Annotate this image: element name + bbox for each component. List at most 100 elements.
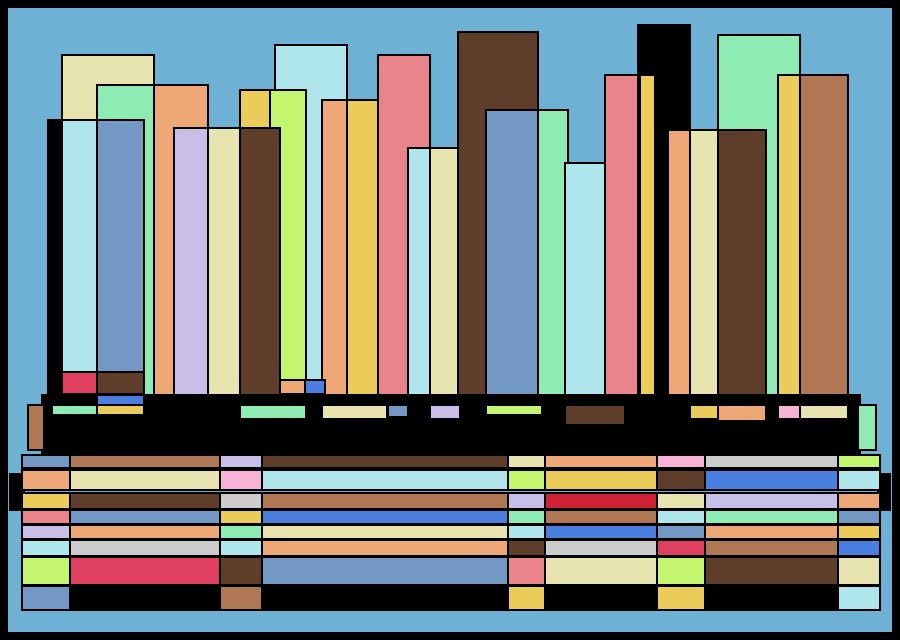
- stripe: [261, 469, 509, 491]
- stripes: [21, 454, 881, 611]
- stripe: [507, 509, 546, 525]
- stripe: [21, 454, 71, 469]
- stripe: [261, 556, 509, 586]
- stripe: [21, 509, 71, 525]
- stripe: [704, 509, 839, 525]
- tower: [239, 127, 281, 399]
- stripe: [837, 539, 881, 557]
- strip: [564, 404, 626, 426]
- stripe: [544, 585, 658, 611]
- tower: [429, 147, 461, 411]
- stripe: [656, 539, 706, 557]
- stripe: [261, 492, 509, 510]
- strip: [304, 379, 326, 395]
- stripe: [704, 585, 839, 611]
- stripe: [656, 509, 706, 525]
- stripe: [69, 469, 221, 491]
- stripe: [507, 454, 546, 469]
- stripe: [507, 556, 546, 586]
- stripe: [544, 509, 658, 525]
- top-strips: [51, 371, 849, 426]
- stripe: [219, 454, 263, 469]
- stripe: [219, 509, 263, 525]
- stripe: [544, 469, 658, 491]
- stripe: [656, 469, 706, 491]
- stripe: [219, 469, 263, 491]
- strip: [96, 371, 145, 395]
- stripe: [261, 454, 509, 469]
- tower: [537, 109, 569, 406]
- strip: [321, 404, 388, 420]
- tower: [689, 129, 721, 406]
- stripe: [219, 556, 263, 586]
- stripe: [507, 492, 546, 510]
- strip: [777, 404, 801, 420]
- stripe: [219, 539, 263, 557]
- stripe: [21, 539, 71, 557]
- strip: [485, 404, 543, 416]
- stripe: [69, 492, 221, 510]
- stripe: [656, 556, 706, 586]
- tower: [173, 127, 210, 409]
- stripe: [656, 585, 706, 611]
- stripe: [544, 492, 658, 510]
- stripe: [261, 585, 509, 611]
- strip: [689, 404, 721, 420]
- strip: [387, 404, 409, 418]
- stripe: [704, 454, 839, 469]
- side-block: [27, 404, 45, 451]
- stripe: [704, 539, 839, 557]
- towers: [47, 24, 849, 426]
- strip: [799, 404, 849, 420]
- stripe: [837, 509, 881, 525]
- stripe: [219, 492, 263, 510]
- strip: [279, 379, 306, 395]
- stripe: [507, 524, 546, 540]
- stripe: [507, 539, 546, 557]
- stripe: [69, 524, 221, 540]
- stripe: [69, 509, 221, 525]
- strip: [717, 404, 767, 422]
- stripe: [219, 585, 263, 611]
- stripe: [837, 524, 881, 540]
- tower: [96, 119, 145, 401]
- tower: [604, 74, 641, 406]
- stripe: [656, 492, 706, 510]
- tower: [799, 74, 849, 406]
- stripe: [219, 524, 263, 540]
- stripe: [704, 556, 839, 586]
- strip: [51, 404, 98, 416]
- stripe: [656, 454, 706, 469]
- strip: [429, 404, 461, 420]
- stripe: [704, 469, 839, 491]
- stripe: [261, 524, 509, 540]
- strip: [61, 371, 98, 395]
- tower: [485, 109, 543, 406]
- stripe: [21, 556, 71, 586]
- stripe: [837, 556, 881, 586]
- stripe: [21, 469, 71, 491]
- stripe: [544, 454, 658, 469]
- tower: [639, 74, 656, 406]
- stripe: [837, 454, 881, 469]
- stripe: [21, 492, 71, 510]
- stripe: [837, 585, 881, 611]
- stripe: [21, 524, 71, 540]
- stripe: [837, 492, 881, 510]
- stripe: [69, 585, 221, 611]
- stripe: [544, 524, 658, 540]
- stripe: [704, 492, 839, 510]
- stripe: [656, 524, 706, 540]
- tower: [717, 129, 767, 406]
- stripe: [261, 509, 509, 525]
- strip: [239, 404, 307, 420]
- stripe: [21, 585, 71, 611]
- tower: [777, 74, 801, 406]
- stripe: [507, 585, 546, 611]
- stripe: [544, 539, 658, 557]
- side-block: [857, 404, 877, 451]
- stripe: [507, 469, 546, 491]
- stripe: [261, 539, 509, 557]
